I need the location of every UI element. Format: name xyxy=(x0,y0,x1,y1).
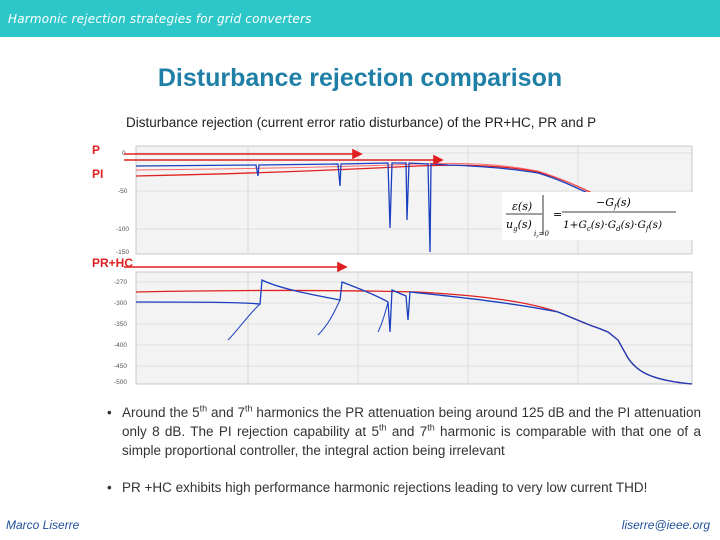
header-bar: Harmonic rejection strategies for grid c… xyxy=(0,0,720,37)
footer-author: Marco Liserre xyxy=(6,518,80,532)
eq-equals: = xyxy=(553,208,562,221)
upper-tick-label: -100 xyxy=(116,226,129,233)
lower-plot-area xyxy=(135,271,693,385)
lower-tick-label: -300 xyxy=(114,300,127,307)
eq-condition: ir=0 xyxy=(534,230,550,240)
bode-figure: 0 -50 -100 -150 -270 -300 -350 -400 -450… xyxy=(88,140,700,392)
upper-tick-label: -150 xyxy=(116,249,129,256)
lower-tick-label: -350 xyxy=(114,321,127,328)
p-arrow-head xyxy=(352,148,363,160)
eq-lhs-denominator: ug(s) xyxy=(506,218,532,233)
lower-tick-label: -450 xyxy=(114,363,127,370)
eq-rhs-denominator: 1+Gc(s)·Gd(s)·Gf(s) xyxy=(563,219,662,233)
upper-tick-label: -50 xyxy=(118,188,128,195)
label-prhc: PR+HC xyxy=(92,256,133,270)
label-p: P xyxy=(92,143,100,157)
bullet-item-prhc-performance: • PR +HC exhibits high performance harmo… xyxy=(107,480,648,495)
bode-plot: 0 -50 -100 -150 -270 -300 -350 -400 -450… xyxy=(92,143,698,386)
footer-email[interactable]: liserre@ieee.org xyxy=(621,518,710,532)
lower-tick-label: -500 xyxy=(114,379,127,386)
pi-arrow-head xyxy=(433,154,444,166)
prhc-phase-dips xyxy=(227,299,389,341)
bullet-list: • Around the 5th and 7th harmonics the P… xyxy=(107,403,701,515)
lower-tick-label: -400 xyxy=(114,342,127,349)
bullet-dot: • xyxy=(107,480,112,495)
prhc-arrow-head xyxy=(337,261,348,273)
header-title: Harmonic rejection strategies for grid c… xyxy=(8,12,312,26)
equation-background xyxy=(502,192,698,240)
bullet-item-pi-attenuation: • Around the 5th and 7th harmonics the P… xyxy=(107,403,701,458)
lower-tick-label: -270 xyxy=(114,279,127,286)
transfer-function-equation: ε(s) ug(s) ir=0 = −Gf(s) 1+Gc(s)·Gd(s)·G… xyxy=(502,192,698,240)
bullet-dot: • xyxy=(107,405,112,420)
eq-rhs-numerator: −Gf(s) xyxy=(596,196,631,211)
eq-lhs-numerator: ε(s) xyxy=(512,200,532,213)
slide-subtitle: Disturbance rejection (current error rat… xyxy=(126,115,597,130)
slide-title: Disturbance rejection comparison xyxy=(157,64,563,92)
label-pi: PI xyxy=(92,167,103,181)
